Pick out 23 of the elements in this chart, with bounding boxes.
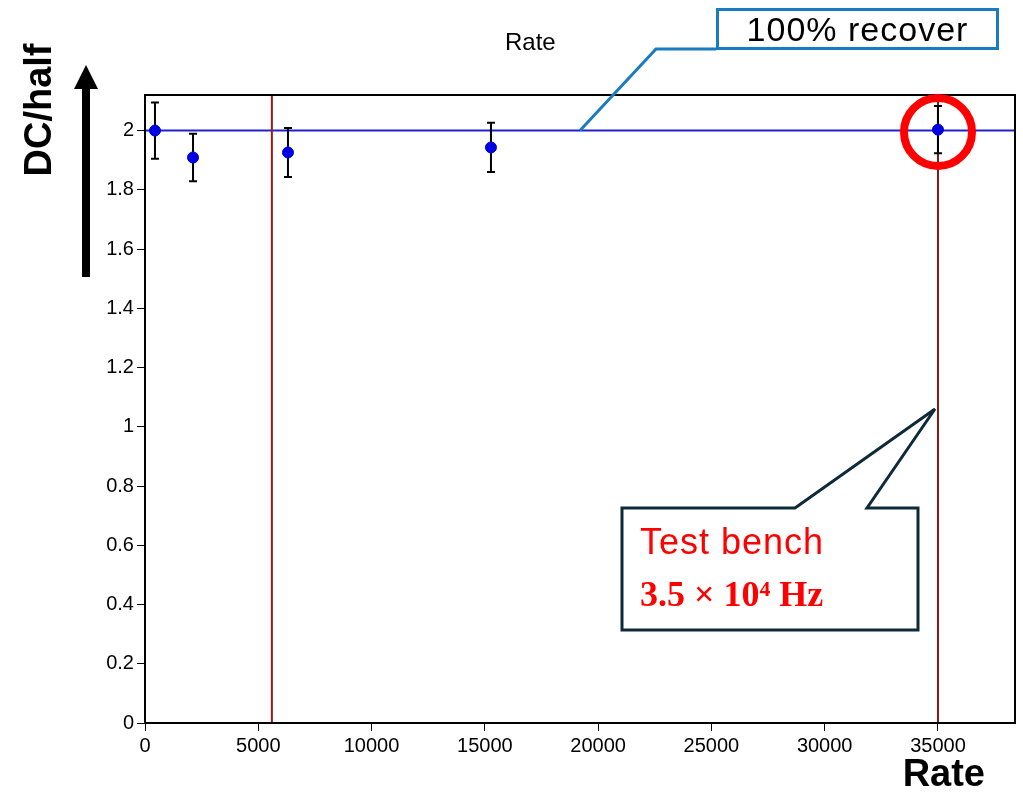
annotation: 3.5 × 10⁴ Hz <box>640 573 824 616</box>
y-tick-label: 0.8 <box>106 473 134 496</box>
y-tick-label: 1.2 <box>106 355 134 378</box>
y-tick-label: 1.8 <box>106 177 134 200</box>
x-tick-label: 30000 <box>796 733 853 756</box>
annotation: Test bench <box>640 520 825 564</box>
y-tick-label: 1 <box>122 414 134 437</box>
y-tick-label: 0.2 <box>106 651 134 674</box>
x-tick-label: 15000 <box>457 733 513 756</box>
x-tick-label: 20000 <box>570 733 626 756</box>
y-tick-label: 0.6 <box>106 532 134 555</box>
y-tick-label: 1.6 <box>106 236 134 259</box>
x-tick-label: 0 <box>139 733 151 756</box>
x-tick-label: 25000 <box>683 733 740 756</box>
y-tick-label: 0 <box>122 710 134 733</box>
y-tick-label: 1.4 <box>106 295 134 318</box>
y-tick-label: 0.4 <box>106 592 134 615</box>
y-tick-label: 2 <box>122 118 134 141</box>
x-tick-label: 5000 <box>236 733 281 756</box>
annotation: 100% recover <box>716 8 999 50</box>
chart-title: Rate <box>505 28 556 56</box>
y-axis-title: DC/half <box>16 43 60 177</box>
x-tick-label: 10000 <box>343 733 400 756</box>
